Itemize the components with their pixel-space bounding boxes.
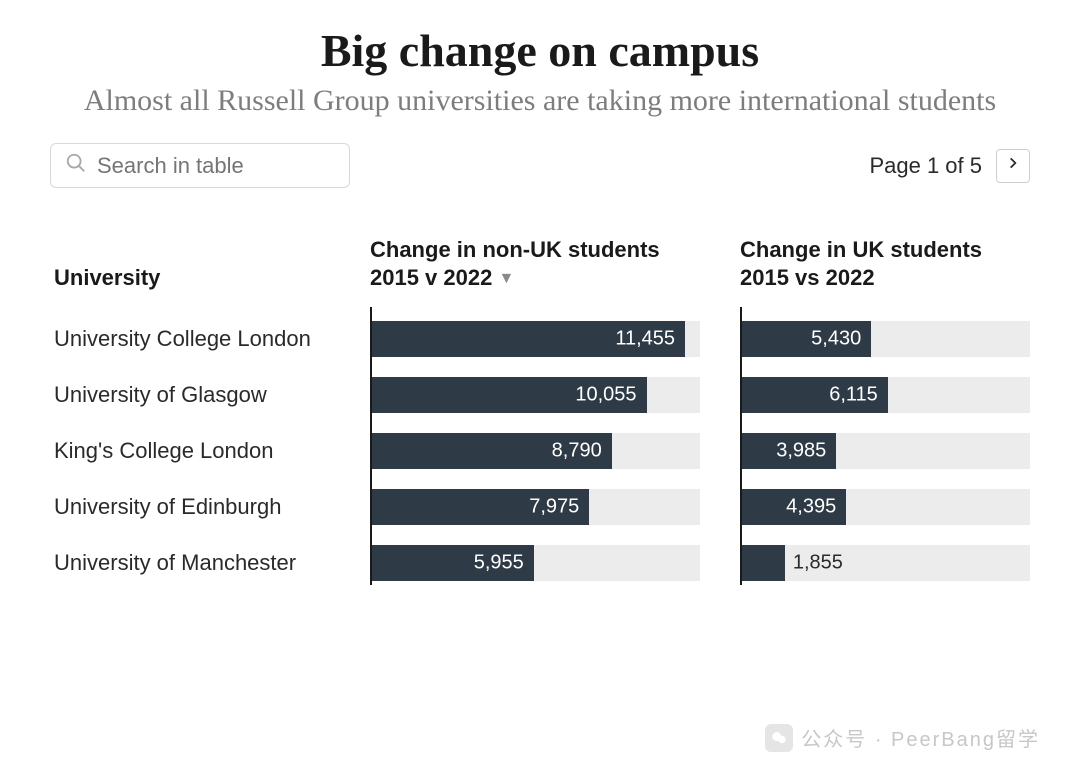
bar-cell: 4,395 xyxy=(740,489,1030,525)
chevron-right-icon xyxy=(1006,156,1020,175)
table-row: King's College London 8,790 3,985 xyxy=(50,423,1030,479)
axis-line xyxy=(740,419,742,483)
bar-value-label: 4,395 xyxy=(786,496,836,519)
bar-cell: 10,055 xyxy=(370,377,700,413)
bar-fill xyxy=(740,545,785,581)
axis-line xyxy=(740,475,742,539)
pager: Page 1 of 5 xyxy=(869,149,1030,183)
axis-line xyxy=(370,475,372,539)
university-name: King's College London xyxy=(50,432,370,470)
bar-value-label: 3,985 xyxy=(776,440,826,463)
university-name: University of Glasgow xyxy=(50,376,370,414)
axis-line xyxy=(370,531,372,585)
bar-cell: 5,955 xyxy=(370,545,700,581)
column-header-nonuk[interactable]: Change in non-UK students 2015 v 2022 ▼ xyxy=(370,236,740,305)
bar-cell: 1,855 xyxy=(740,545,1030,581)
search-icon xyxy=(65,152,87,179)
sort-desc-icon: ▼ xyxy=(498,270,514,287)
bar-cell: 3,985 xyxy=(740,433,1030,469)
table-row: University of Glasgow 10,055 6,115 xyxy=(50,367,1030,423)
university-name: University College London xyxy=(50,320,370,358)
search-box[interactable] xyxy=(50,143,350,188)
data-table: University Change in non-UK students 201… xyxy=(50,236,1030,591)
axis-line xyxy=(370,419,372,483)
bar-cell: 8,790 xyxy=(370,433,700,469)
axis-line xyxy=(370,307,372,371)
axis-line xyxy=(370,363,372,427)
column-header-uk[interactable]: Change in UK students 2015 vs 2022 xyxy=(740,236,1030,305)
axis-line xyxy=(740,363,742,427)
axis-line xyxy=(740,307,742,371)
bar-value-label: 11,455 xyxy=(615,328,675,351)
table-row: University College London 11,455 5,430 xyxy=(50,311,1030,367)
page-title: Big change on campus xyxy=(50,24,1030,77)
column-header-university[interactable]: University xyxy=(50,264,370,306)
search-input[interactable] xyxy=(97,153,335,179)
bar-cell: 5,430 xyxy=(740,321,1030,357)
table-row: University of Edinburgh 7,975 4,395 xyxy=(50,479,1030,535)
bar-value-label: 5,430 xyxy=(811,328,861,351)
next-page-button[interactable] xyxy=(996,149,1030,183)
watermark-text: 公众号 · PeerBang留学 xyxy=(801,723,1040,752)
bar-value-label: 1,855 xyxy=(793,552,843,575)
bar-cell: 6,115 xyxy=(740,377,1030,413)
bar-value-label: 7,975 xyxy=(529,496,579,519)
pager-text: Page 1 of 5 xyxy=(869,153,982,179)
bar-value-label: 6,115 xyxy=(829,384,878,407)
bar-value-label: 10,055 xyxy=(575,384,636,407)
bar-cell: 11,455 xyxy=(370,321,700,357)
axis-line xyxy=(740,531,742,585)
page-subtitle: Almost all Russell Group universities ar… xyxy=(50,83,1030,119)
university-name: University of Manchester xyxy=(50,544,370,582)
bar-value-label: 5,955 xyxy=(474,552,524,575)
bar-cell: 7,975 xyxy=(370,489,700,525)
column-header-nonuk-label: Change in non-UK students 2015 v 2022 xyxy=(370,237,660,290)
bar-value-label: 8,790 xyxy=(552,440,602,463)
university-name: University of Edinburgh xyxy=(50,488,370,526)
table-row: University of Manchester 5,955 1,855 xyxy=(50,535,1030,591)
wechat-icon xyxy=(765,724,793,752)
watermark: 公众号 · PeerBang留学 xyxy=(765,723,1040,752)
